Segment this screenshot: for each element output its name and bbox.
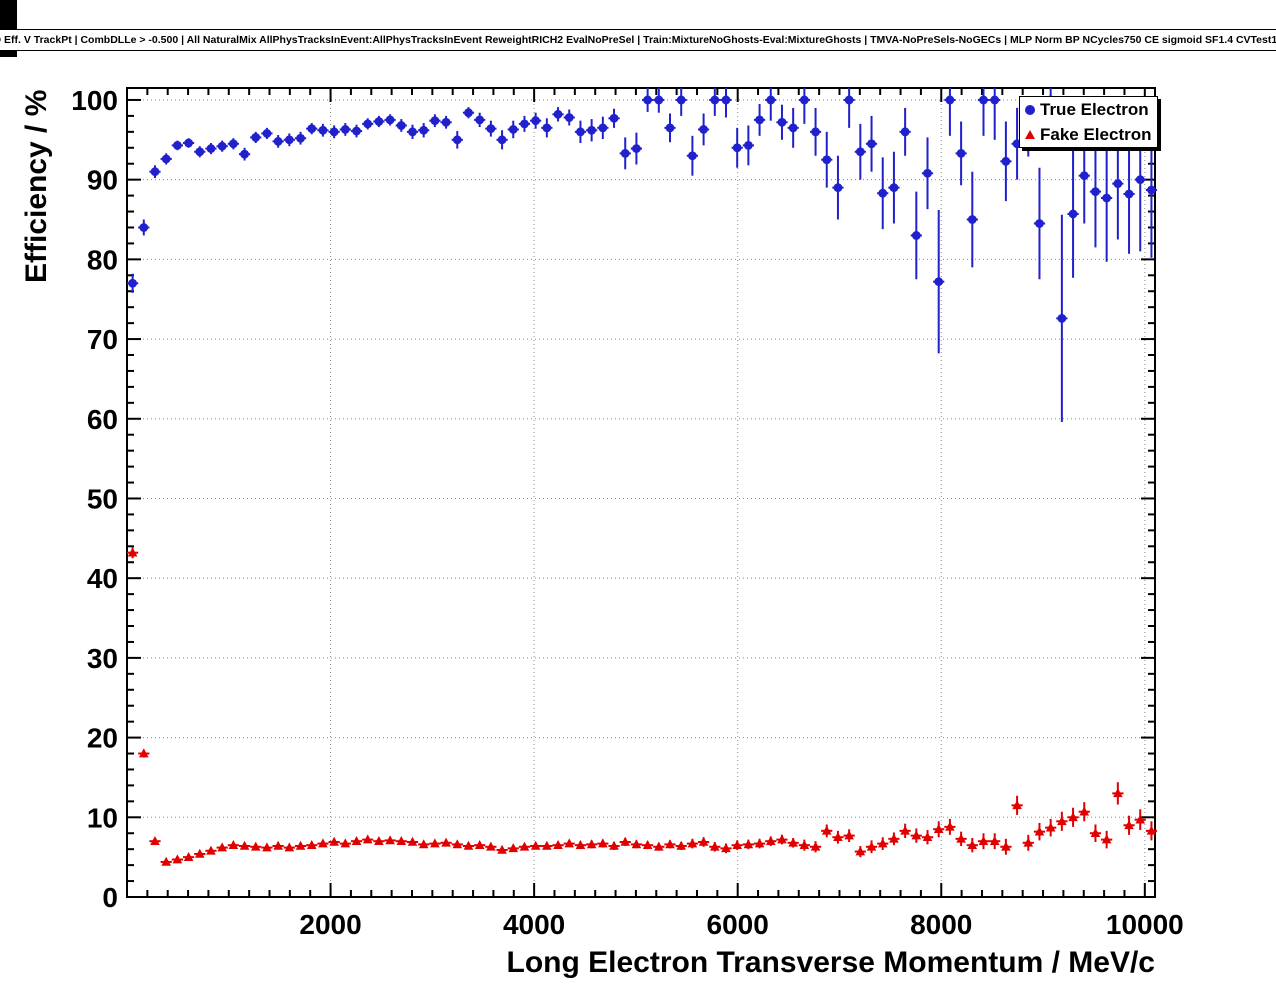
svg-text:10000: 10000 [1106, 909, 1184, 940]
svg-text:90: 90 [87, 165, 118, 196]
legend-label-true-electron: True Electron [1040, 99, 1149, 119]
true-electron-marker-icon [1025, 104, 1035, 115]
legend-label-fake-electron: Fake Electron [1040, 124, 1152, 144]
svg-text:6000: 6000 [707, 909, 769, 940]
svg-text:60: 60 [87, 404, 118, 435]
svg-text:2000: 2000 [299, 909, 361, 940]
y-axis-label: Efficiency / % [20, 90, 53, 283]
fake-electron-marker-icon [1025, 130, 1035, 139]
svg-text:8000: 8000 [910, 909, 972, 940]
legend: True Electron Fake Electron [1019, 96, 1158, 148]
svg-text:40: 40 [87, 563, 118, 594]
svg-text:0: 0 [102, 882, 118, 913]
svg-text:100: 100 [71, 85, 118, 116]
axis-frame [126, 87, 1156, 898]
svg-text:70: 70 [87, 324, 118, 355]
svg-text:80: 80 [87, 244, 118, 275]
grid-lines [127, 88, 1155, 897]
axis-ticks [126, 88, 1155, 898]
series-fake-electron [127, 547, 1158, 866]
legend-entry-true-electron: True Electron [1020, 97, 1157, 122]
legend-entry-fake-electron: Fake Electron [1020, 122, 1157, 147]
svg-text:10: 10 [87, 802, 118, 833]
svg-text:50: 50 [87, 483, 118, 514]
x-axis-label: Long Electron Transverse Momentum / MeV/… [507, 946, 1156, 979]
plot-title: Long Electron ID Eff. V TrackPt | CombDL… [0, 29, 1276, 51]
tick-labels: 2000 4000 6000 8000 10000 0 10 20 30 40 50 60 70 80 90… [71, 85, 1183, 940]
svg-text:30: 30 [87, 643, 118, 674]
svg-text:20: 20 [87, 723, 118, 754]
svg-text:4000: 4000 [503, 909, 565, 940]
series-true-electron [127, 88, 1158, 422]
